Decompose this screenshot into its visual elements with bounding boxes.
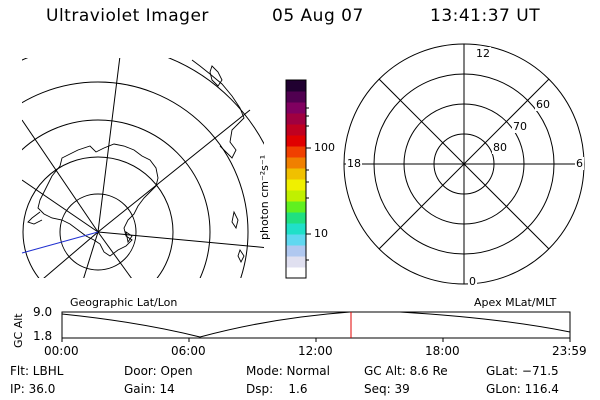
geographic-map <box>22 58 264 278</box>
colorbar-cell <box>286 212 306 224</box>
timeline-axis-title: GC Alt <box>12 313 25 348</box>
timeline-tick-2359: 23:59 <box>552 344 587 358</box>
seq-label: Seq: 39 <box>364 382 410 396</box>
antarctic-peninsula <box>27 211 43 225</box>
colorbar <box>285 79 311 279</box>
altitude-timeline <box>61 311 571 342</box>
timeline-y-top: 9.0 <box>33 305 53 319</box>
glat-label: GLat: −71.5 <box>486 364 559 378</box>
geographic-coord-label: Geographic Lat/Lon <box>70 296 178 309</box>
glon-label: GLon: 116.4 <box>486 382 559 396</box>
colorbar-cell <box>286 201 306 213</box>
timeline-tick-0600: 06:00 <box>171 344 206 358</box>
mlat-70-label: 70 <box>512 120 528 133</box>
latitude-circles <box>22 58 264 278</box>
mode-label: Mode: Normal <box>246 364 330 378</box>
colorbar-cell <box>286 256 306 268</box>
colorbar-cell <box>286 223 306 235</box>
gain-label: Gain: 14 <box>124 382 175 396</box>
island-outline-1 <box>231 210 239 230</box>
colorbar-cell <box>286 124 306 136</box>
terminator-line <box>21 231 99 254</box>
africa-coastline <box>191 59 245 159</box>
ip-label: IP: 36.0 <box>10 382 56 396</box>
colorbar-unit-label: photon cm⁻²s⁻¹ <box>258 154 271 240</box>
mlat-80-label: 80 <box>492 141 508 154</box>
colorbar-cell <box>286 267 306 279</box>
colorbar-cell <box>286 80 306 92</box>
mlt-18-label: 18 <box>346 157 362 170</box>
mlat-60-label: 60 <box>535 98 551 111</box>
colorbar-cell <box>286 245 306 257</box>
island-outline-2 <box>237 248 245 264</box>
time-label: 13:41:37 UT <box>430 6 541 26</box>
apex-coord-label: Apex MLat/MLT <box>474 296 557 309</box>
timeline-tick-1200: 12:00 <box>298 344 333 358</box>
madagascar-outline <box>209 65 223 87</box>
longitude-lines <box>22 58 264 278</box>
gc-alt-label: GC Alt: 8.6 Re <box>364 364 448 378</box>
mlt-6-label: 6 <box>575 157 584 170</box>
mlt-0-label: 0 <box>468 275 477 288</box>
antarctica-coastline <box>37 143 159 257</box>
date-label: 05 Aug 07 <box>272 6 364 26</box>
colorbar-cell <box>286 234 306 246</box>
colorbar-cell <box>286 168 306 180</box>
instrument-title: Ultraviolet Imager <box>46 6 209 26</box>
colorbar-tick-100: 100 <box>314 141 335 154</box>
colorbar-cell <box>286 157 306 169</box>
colorbar-cell <box>286 113 306 125</box>
altitude-curve <box>61 311 571 338</box>
filter-label: Flt: LBHL <box>10 364 64 378</box>
mlt-12-label: 12 <box>475 47 491 60</box>
colorbar-cell <box>286 179 306 191</box>
colorbar-cell <box>286 190 306 202</box>
dsp-label: Dsp: 1.6 <box>246 382 308 396</box>
colorbar-tick-10: 10 <box>314 227 328 240</box>
colorbar-cell <box>286 91 306 103</box>
colorbar-cell <box>286 135 306 147</box>
door-label: Door: Open <box>124 364 193 378</box>
timeline-tick-0000: 00:00 <box>44 344 79 358</box>
timeline-tick-1800: 18:00 <box>425 344 460 358</box>
colorbar-cell <box>286 102 306 114</box>
timeline-y-bottom: 1.8 <box>33 329 53 343</box>
island-outline-3 <box>125 231 133 244</box>
magnetic-polar-grid <box>343 43 585 285</box>
colorbar-cell <box>286 146 306 158</box>
